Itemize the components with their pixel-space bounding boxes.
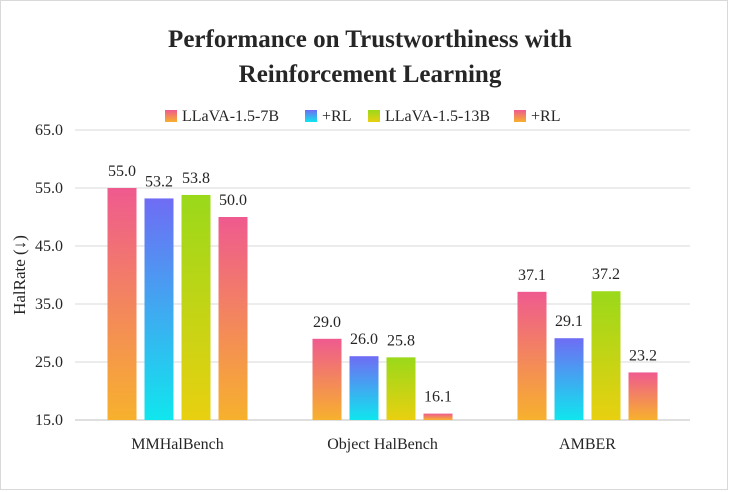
y-axis-label: HalRate (↓) — [10, 235, 29, 315]
data-label: 37.1 — [518, 267, 546, 284]
data-label: 29.0 — [313, 314, 341, 331]
data-label: 55.0 — [108, 163, 136, 180]
legend-label: +RL — [531, 108, 560, 125]
legend-label: LLaVA-1.5-13B — [385, 108, 490, 125]
bar — [218, 217, 248, 420]
data-label: 37.2 — [592, 266, 620, 283]
data-label: 26.0 — [350, 331, 378, 348]
y-tick-label: 55.0 — [35, 180, 63, 197]
bar — [107, 188, 137, 420]
chart-title-line-2: Reinforcement Learning — [239, 61, 502, 88]
y-tick-label: 45.0 — [35, 238, 63, 255]
bar — [349, 356, 379, 420]
x-category-label: Object HalBench — [327, 436, 438, 453]
y-axis-ticks: 15.0 25.0 35.0 45.0 55.0 65.0 — [35, 122, 63, 429]
bar — [628, 372, 658, 420]
y-tick-label: 15.0 — [35, 412, 63, 429]
x-category-label: AMBER — [559, 436, 616, 453]
data-label: 29.1 — [555, 313, 583, 330]
y-tick-label: 65.0 — [35, 122, 63, 139]
gridlines — [75, 129, 690, 421]
data-label: 25.8 — [387, 332, 415, 349]
chart-title-line-1: Performance on Trustworthiness with — [168, 26, 572, 53]
bar — [517, 291, 547, 420]
data-labels: 55.0 53.2 53.8 50.0 29.0 26.0 25.8 16.1 37.1 29.1… — [108, 163, 657, 406]
legend-swatch — [305, 110, 317, 122]
bar — [181, 194, 211, 420]
data-label: 16.1 — [424, 389, 452, 406]
bar — [591, 291, 621, 420]
data-label: 23.2 — [629, 347, 657, 364]
bar — [386, 357, 416, 420]
data-label: 53.2 — [145, 173, 173, 190]
bars — [107, 188, 658, 420]
legend-label: +RL — [322, 108, 351, 125]
legend: LLaVA-1.5-7B +RL LLaVA-1.5-13B +RL — [165, 108, 560, 125]
bar — [144, 198, 174, 420]
legend-swatch — [514, 110, 526, 122]
data-label: 53.8 — [182, 170, 210, 187]
x-category-label: MMHalBench — [131, 436, 223, 453]
y-tick-label: 25.0 — [35, 354, 63, 371]
bar — [312, 338, 342, 420]
y-tick-label: 35.0 — [35, 296, 63, 313]
x-axis-categories: MMHalBench Object HalBench AMBER — [131, 436, 616, 453]
legend-swatch — [165, 110, 177, 122]
data-label: 50.0 — [219, 192, 247, 209]
bar — [423, 413, 453, 420]
bar — [554, 338, 584, 420]
legend-label: LLaVA-1.5-7B — [182, 108, 279, 125]
legend-swatch — [368, 110, 380, 122]
